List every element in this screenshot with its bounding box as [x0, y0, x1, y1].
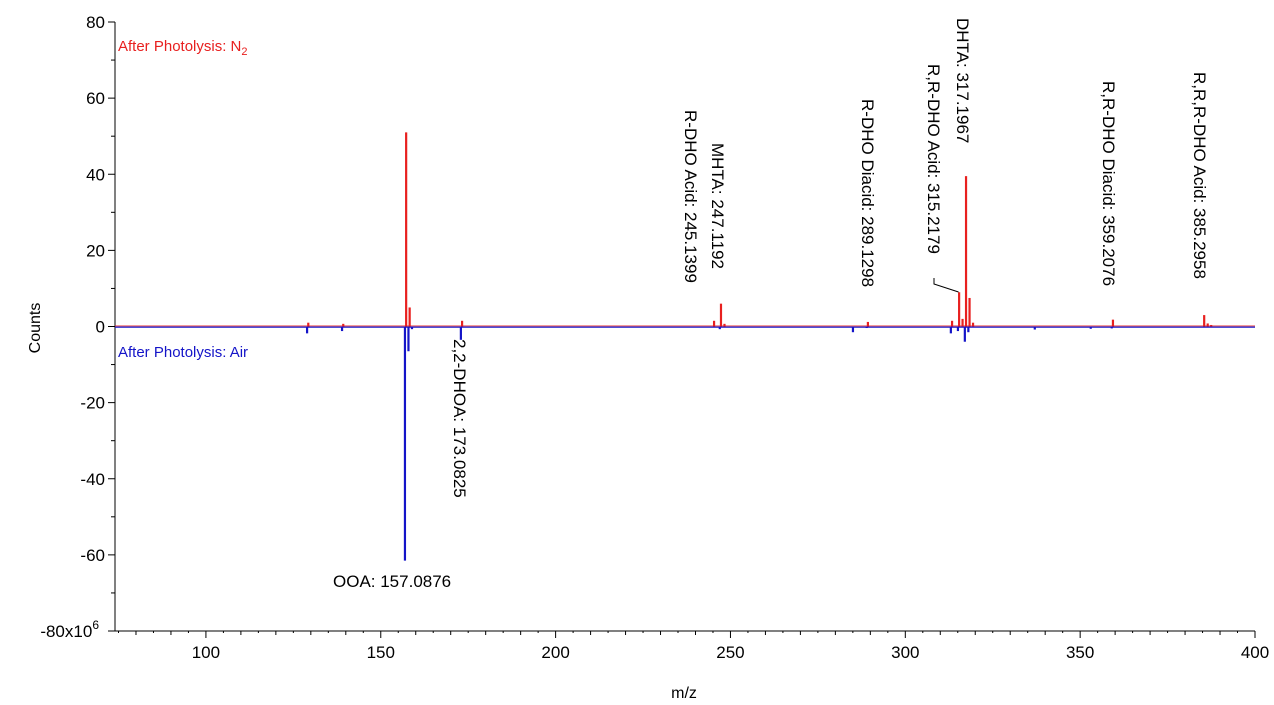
x-tick-label: 300: [891, 643, 919, 662]
y-tick-label: 20: [86, 241, 105, 260]
x-tick-label: 200: [541, 643, 569, 662]
x-tick-label: 400: [1241, 643, 1269, 662]
y-tick-label: 0: [96, 318, 105, 337]
legend-air: After Photolysis: Air: [118, 344, 248, 361]
annotation-r-dho-acid: R-DHO Acid: 245.1399: [681, 110, 700, 283]
x-tick-label: 350: [1066, 643, 1094, 662]
y-scale-suffix: x10: [65, 622, 92, 641]
y-tick-label: -20: [80, 394, 105, 413]
annotations-layer: OOA: 157.0876 2,2-DHOA: 173.0825 R-DHO Aci…: [333, 18, 1209, 591]
bars-layer: [305, 132, 1213, 561]
x-axis-title: m/z: [671, 685, 697, 700]
annotation-dhta: DHTA: 317.1967: [953, 18, 972, 143]
y-tick-label: 60: [86, 89, 105, 108]
baseline-layer: [115, 325, 1255, 328]
y-axis-title: Counts: [27, 303, 44, 354]
legend-n2-subscript: 2: [241, 46, 247, 58]
annotation-ooa: OOA: 157.0876: [333, 572, 451, 591]
annotation-r-dho-diacid: R-DHO Diacid: 289.1298: [858, 99, 877, 287]
y-scale-exponent: 6: [92, 618, 99, 632]
annotation-rr-dho-acid: R,R-DHO Acid: 315.2179: [924, 64, 943, 254]
y-tick-label: 80: [86, 13, 105, 32]
legend-n2-text: After Photolysis: N: [118, 38, 241, 55]
annotation-rr-dho-diacid: R,R-DHO Diacid: 359.2076: [1099, 81, 1118, 286]
y-tick-label: -80x106: [40, 618, 99, 641]
annotation-leader-line: [933, 278, 959, 293]
x-tick-label: 150: [367, 643, 395, 662]
x-tick-label: 250: [716, 643, 744, 662]
legend-n2: After Photolysis: N2: [118, 38, 248, 58]
annotation-mhta: MHTA: 247.1192: [708, 143, 727, 269]
x-tick-label: 100: [192, 643, 220, 662]
annotation-rrr-dho-acid: R,R,R-DHO Acid: 385.2958: [1190, 72, 1209, 279]
y-tick-label: -40: [80, 470, 105, 489]
annotation-22-dhoa: 2,2-DHOA: 173.0825: [450, 339, 469, 498]
y-tick-label: 40: [86, 165, 105, 184]
y-tick-label: -60: [80, 546, 105, 565]
